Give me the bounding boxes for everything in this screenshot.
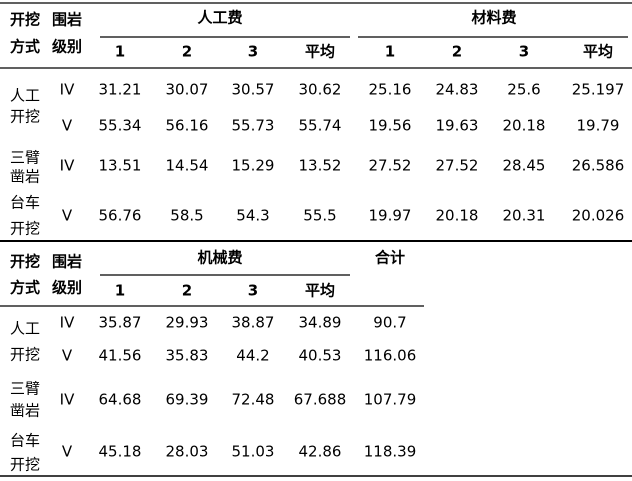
cell-value: 19.56 (369, 117, 412, 135)
cell-value: 51.03 (232, 443, 275, 461)
cell-value: 54.3 (236, 207, 269, 225)
method-label: 开挖 (10, 346, 40, 364)
cell-value: 27.52 (369, 157, 412, 175)
grade-label: IV (60, 391, 75, 409)
cell-value: 13.52 (299, 157, 342, 175)
header-cell: 开挖 (10, 253, 40, 271)
cell-value: 25.6 (507, 81, 540, 99)
cell-value: 14.54 (166, 157, 209, 175)
cell-value: 20.026 (572, 207, 625, 225)
sub-header: 平均 (305, 43, 335, 61)
cell-value: 55.34 (99, 117, 142, 135)
cell-value: 58.5 (170, 207, 203, 225)
cell-value: 25.16 (369, 81, 412, 99)
cell-value: 28.03 (166, 443, 209, 461)
header-cell: 方式 (10, 38, 40, 56)
cell-value: 118.39 (364, 443, 417, 461)
cell-value: 19.79 (577, 117, 620, 135)
header-cell: 级别 (52, 279, 82, 297)
group-header: 人工费 (197, 9, 242, 27)
grade-label: IV (60, 157, 75, 175)
cell-value: 15.29 (232, 157, 275, 175)
method-label: 三臂 (10, 149, 40, 167)
cell-value: 41.56 (99, 347, 142, 365)
grade-label: V (62, 443, 73, 461)
cell-value: 35.83 (166, 347, 209, 365)
cell-value: 72.48 (232, 391, 275, 409)
cell-value: 31.21 (99, 81, 142, 99)
grade-label: V (62, 207, 73, 225)
sub-header: 2 (182, 43, 192, 61)
method-label: 三臂 (10, 380, 40, 398)
method-label: 台车 (10, 194, 40, 212)
sub-header: 3 (248, 282, 258, 300)
sub-header: 3 (519, 43, 529, 61)
sub-header: 3 (248, 43, 258, 61)
cell-value: 30.62 (299, 81, 342, 99)
method-label: 台车 (10, 432, 40, 450)
method-label: 人工 (10, 87, 40, 105)
cell-value: 107.79 (364, 391, 417, 409)
cell-value: 44.2 (236, 347, 269, 365)
cell-value: 24.83 (436, 81, 479, 99)
method-label: 凿岩 (10, 402, 40, 420)
grade-label: IV (60, 81, 75, 99)
cell-value: 40.53 (299, 347, 342, 365)
cell-value: 35.87 (99, 314, 142, 332)
header-cell: 围岩 (52, 253, 82, 271)
header-cell: 级别 (52, 38, 82, 56)
cell-value: 34.89 (299, 314, 342, 332)
cell-value: 69.39 (166, 391, 209, 409)
grade-label: V (62, 117, 73, 135)
sub-header: 2 (182, 282, 192, 300)
grade-label: V (62, 347, 73, 365)
sub-header: 1 (385, 43, 395, 61)
cell-value: 25.197 (572, 81, 625, 99)
method-label: 开挖 (10, 456, 40, 474)
cell-value: 20.31 (503, 207, 546, 225)
cell-value: 56.76 (99, 207, 142, 225)
cell-value: 28.45 (503, 157, 546, 175)
cell-value: 55.5 (303, 207, 336, 225)
cell-value: 29.93 (166, 314, 209, 332)
cell-value: 45.18 (99, 443, 142, 461)
cell-value: 64.68 (99, 391, 142, 409)
sub-header: 平均 (583, 43, 613, 61)
cell-value: 13.51 (99, 157, 142, 175)
cell-value: 19.97 (369, 207, 412, 225)
cell-value: 67.688 (294, 391, 347, 409)
method-label: 开挖 (10, 220, 40, 238)
cell-value: 30.07 (166, 81, 209, 99)
cell-value: 55.73 (232, 117, 275, 135)
method-label: 人工 (10, 320, 40, 338)
cell-value: 42.86 (299, 443, 342, 461)
cell-value: 30.57 (232, 81, 275, 99)
header-cell: 围岩 (52, 11, 82, 29)
header-cell: 开挖 (10, 11, 40, 29)
cell-value: 56.16 (166, 117, 209, 135)
method-label: 凿岩 (10, 168, 40, 186)
cell-value: 55.74 (299, 117, 342, 135)
group-header: 机械费 (197, 249, 242, 267)
group-header: 材料费 (471, 9, 516, 27)
cell-value: 90.7 (373, 314, 406, 332)
sub-header: 1 (115, 282, 125, 300)
group-header: 合计 (374, 249, 405, 267)
method-label: 开挖 (10, 108, 40, 126)
cell-value: 20.18 (436, 207, 479, 225)
sub-header: 平均 (305, 282, 335, 300)
header-cell: 方式 (10, 279, 40, 297)
cell-value: 19.63 (436, 117, 479, 135)
grade-label: IV (60, 314, 75, 332)
cell-value: 20.18 (503, 117, 546, 135)
cell-value: 26.586 (572, 157, 625, 175)
cell-value: 38.87 (232, 314, 275, 332)
cell-value: 27.52 (436, 157, 479, 175)
cell-value: 116.06 (364, 347, 417, 365)
sub-header: 2 (452, 43, 462, 61)
sub-header: 1 (115, 43, 125, 61)
